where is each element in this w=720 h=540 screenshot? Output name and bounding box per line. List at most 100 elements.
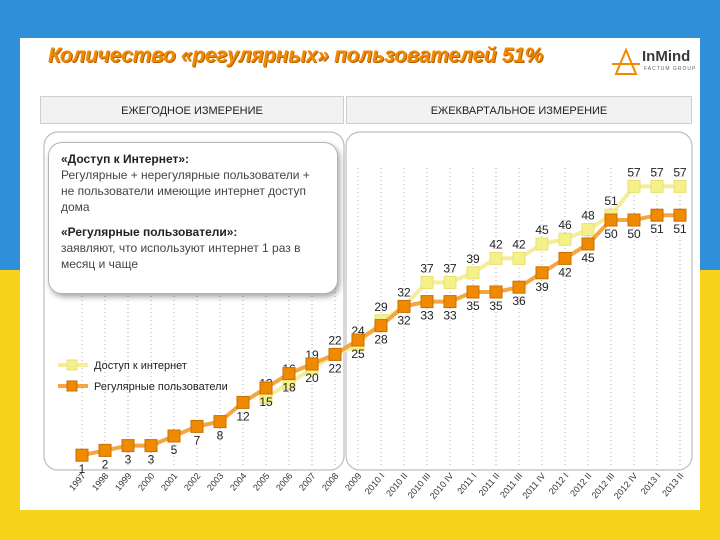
data-label-regular: 28 [374, 333, 388, 347]
annual-panel-frame [43, 131, 345, 471]
x-tick-label: 2013 I [639, 471, 663, 497]
data-point-regular [443, 295, 457, 309]
x-tick-label: 2004 [228, 471, 249, 493]
data-label-regular: 7 [194, 433, 201, 447]
data-point-access [512, 251, 526, 265]
data-label-access: 57 [627, 165, 641, 179]
x-tick-label: 2009 [343, 471, 364, 493]
x-tick-label: 1998 [90, 471, 111, 493]
data-label-regular: 33 [443, 309, 457, 323]
data-label-access: 42 [512, 237, 526, 251]
data-point-regular [328, 347, 342, 361]
x-tick-label: 2007 [297, 471, 318, 493]
data-label-access: 29 [374, 300, 388, 314]
data-point-access [466, 266, 480, 280]
regular-definition-title: «Регулярные пользователи»: [61, 225, 238, 239]
data-point-access [443, 275, 457, 289]
data-point-regular [305, 357, 319, 371]
data-label-regular: 50 [627, 227, 641, 241]
tab-quarterly[interactable]: ЕЖЕКВАРТАЛЬНОЕ ИЗМЕРЕНИЕ [346, 96, 692, 124]
data-point-regular [213, 415, 227, 429]
data-point-access [420, 275, 434, 289]
data-label-regular: 35 [466, 299, 480, 313]
data-point-regular [420, 295, 434, 309]
data-label-regular: 22 [328, 361, 342, 375]
data-point-regular [512, 280, 526, 294]
data-point-regular [535, 266, 549, 280]
data-label-access: 22 [328, 333, 342, 347]
data-point-regular [351, 333, 365, 347]
data-label-regular: 33 [420, 309, 434, 323]
data-label-regular: 15 [259, 395, 273, 409]
inmind-logo-icon [612, 47, 640, 75]
data-label-access: 37 [420, 261, 434, 275]
x-tick-label: 2005 [251, 471, 272, 493]
data-point-regular [397, 299, 411, 313]
data-point-access [535, 237, 549, 251]
data-label-access: 57 [673, 165, 687, 179]
data-point-regular [236, 395, 250, 409]
data-label-access: 37 [443, 261, 457, 275]
x-tick-label: 2010 I [363, 471, 387, 497]
data-point-access [558, 232, 572, 246]
x-tick-label: 2001 [159, 471, 180, 493]
data-label-regular: 3 [148, 453, 155, 467]
legend-marker [66, 380, 78, 392]
legend-label: Регулярные пользователи [94, 381, 228, 393]
data-label-regular: 12 [236, 409, 250, 423]
data-label-regular: 35 [489, 299, 503, 313]
data-point-regular [650, 208, 664, 222]
x-tick-label: 2012 I [547, 471, 571, 497]
data-label-access: 48 [581, 209, 595, 223]
data-label-regular: 50 [604, 227, 618, 241]
data-point-regular [144, 439, 158, 453]
data-label-regular: 5 [171, 443, 178, 457]
x-tick-label: 2008 [320, 471, 341, 493]
x-tick-label: 2013 II [660, 471, 685, 499]
data-label-regular: 2 [102, 457, 109, 471]
regular-definition-text: заявляют, что используют интернет 1 раз … [61, 241, 301, 271]
x-tick-label: 2010 IV [428, 471, 456, 501]
data-label-access: 32 [397, 285, 411, 299]
data-point-regular [374, 319, 388, 333]
data-point-access [581, 223, 595, 237]
x-tick-label: 2006 [274, 471, 295, 493]
data-label-regular: 51 [650, 222, 664, 236]
data-label-regular: 36 [512, 294, 526, 308]
data-point-access [650, 179, 664, 193]
data-point-regular [466, 285, 480, 299]
data-label-regular: 51 [673, 222, 687, 236]
data-point-access [673, 179, 687, 193]
data-label-access: 51 [604, 194, 618, 208]
data-label-regular: 20 [305, 371, 319, 385]
data-point-regular [75, 448, 89, 462]
data-point-access [489, 251, 503, 265]
data-point-regular [167, 429, 181, 443]
data-label-regular: 25 [351, 347, 365, 361]
data-label-access: 45 [535, 223, 549, 237]
data-label-regular: 8 [217, 429, 224, 443]
data-point-regular [98, 443, 112, 457]
data-label-access: 46 [558, 218, 572, 232]
data-label-regular: 1 [79, 462, 86, 476]
data-label-regular: 45 [581, 251, 595, 265]
definitions-box: «Доступ к Интернет»: Регулярные + нерегу… [48, 142, 338, 294]
data-label-regular: 32 [397, 313, 411, 327]
data-label-access: 57 [650, 165, 664, 179]
data-point-regular [581, 237, 595, 251]
logo-name: InMind [642, 48, 691, 65]
data-point-regular [673, 208, 687, 222]
data-label-regular: 39 [535, 280, 549, 294]
slide-title: Количество «регулярных» пользователей 51… [48, 44, 544, 67]
data-point-regular [627, 213, 641, 227]
tab-annual[interactable]: ЕЖЕГОДНОЕ ИЗМЕРЕНИЕ [40, 96, 344, 124]
data-point-access [627, 179, 641, 193]
data-point-regular [121, 439, 135, 453]
data-point-regular [489, 285, 503, 299]
x-tick-label: 2011 I [455, 471, 478, 496]
x-tick-label: 2000 [136, 471, 157, 493]
data-label-access: 39 [466, 252, 480, 266]
x-tick-label: 2002 [182, 471, 203, 493]
data-point-regular [282, 367, 296, 381]
data-point-regular [558, 251, 572, 265]
